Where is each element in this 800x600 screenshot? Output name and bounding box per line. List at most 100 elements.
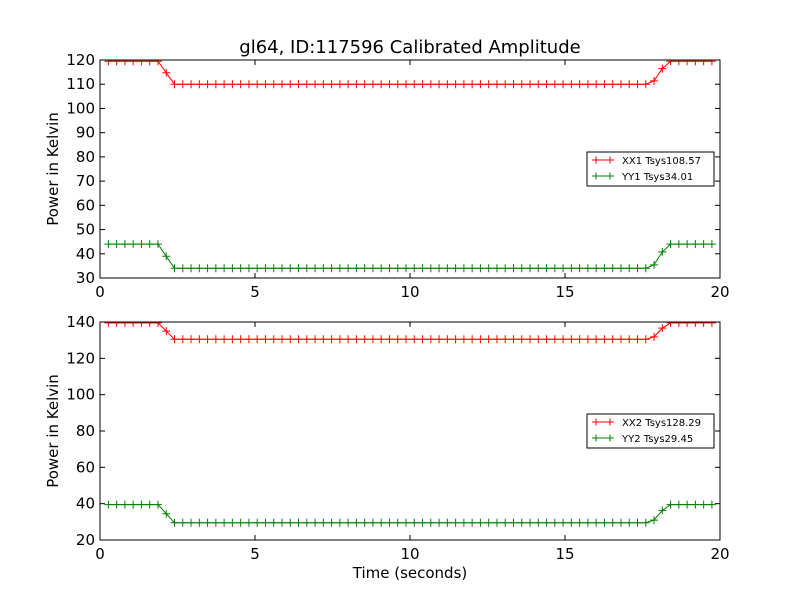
data-point	[244, 518, 253, 527]
top-panel: gl64, ID:117596 Calibrated Amplitude Pow…	[44, 37, 730, 301]
data-point	[459, 518, 468, 527]
data-point	[368, 518, 377, 527]
data-point	[277, 264, 286, 273]
data-point	[220, 264, 229, 273]
data-point	[583, 335, 592, 344]
data-point	[294, 80, 303, 89]
data-point	[137, 240, 146, 249]
data-point	[327, 335, 336, 344]
data-point	[286, 518, 295, 527]
data-point	[410, 335, 419, 344]
legend-marker	[592, 434, 600, 442]
data-point	[608, 518, 617, 527]
data-point	[699, 322, 708, 327]
data-point	[393, 80, 402, 89]
data-point	[253, 518, 262, 527]
data-point	[517, 80, 526, 89]
data-point	[203, 264, 212, 273]
data-point	[443, 264, 452, 273]
data-point	[625, 80, 634, 89]
data-point	[459, 264, 468, 273]
data-point	[178, 335, 187, 344]
x-tick-label: 5	[250, 283, 260, 301]
data-point	[534, 264, 543, 273]
legend-marker	[592, 172, 600, 180]
data-point	[550, 80, 559, 89]
data-point	[484, 80, 493, 89]
data-point	[608, 335, 617, 344]
data-point	[501, 335, 510, 344]
x-axis-label: Time (seconds)	[352, 564, 468, 582]
x-tick-label: 10	[400, 545, 419, 563]
data-point	[666, 240, 675, 249]
data-point	[402, 518, 411, 527]
data-point	[319, 80, 328, 89]
data-point	[674, 60, 683, 66]
data-point	[492, 80, 501, 89]
data-point	[509, 518, 518, 527]
y-tick-label: 60	[76, 458, 95, 476]
data-point	[625, 518, 634, 527]
data-point	[542, 80, 551, 89]
data-point	[145, 240, 154, 249]
data-point	[476, 335, 485, 344]
data-point	[633, 80, 642, 89]
data-point	[683, 240, 692, 249]
legend-marker	[592, 156, 600, 164]
data-point	[335, 518, 344, 527]
data-point	[567, 264, 576, 273]
data-point	[211, 80, 220, 89]
data-point	[104, 500, 113, 509]
data-point	[683, 60, 692, 66]
data-point	[517, 335, 526, 344]
data-point	[162, 509, 171, 518]
data-point	[352, 335, 361, 344]
data-point	[327, 80, 336, 89]
data-point	[311, 264, 320, 273]
data-point	[385, 335, 394, 344]
data-point	[633, 335, 642, 344]
data-point	[228, 518, 237, 527]
data-point	[600, 264, 609, 273]
plot-area: 0 5 10 15 20 30 40 50 60 70 80 90 100 110 120 XX1 Tsys1…	[66, 51, 729, 301]
data-point	[112, 240, 121, 249]
data-point	[360, 264, 369, 273]
data-point	[162, 327, 171, 336]
data-point	[559, 80, 568, 89]
data-point	[261, 335, 270, 344]
data-point	[352, 518, 361, 527]
data-point	[592, 264, 601, 273]
data-point	[211, 518, 220, 527]
data-point	[302, 518, 311, 527]
data-point	[385, 518, 394, 527]
data-point	[269, 335, 278, 344]
y-tick-label: 70	[76, 172, 95, 190]
data-point	[302, 335, 311, 344]
data-point	[104, 322, 113, 327]
data-point	[344, 518, 353, 527]
data-point	[426, 264, 435, 273]
data-point	[344, 80, 353, 89]
data-point	[228, 80, 237, 89]
data-point	[344, 335, 353, 344]
data-point	[418, 264, 427, 273]
x-tick-label: 10	[400, 283, 419, 301]
data-point	[650, 76, 659, 85]
data-point	[236, 518, 245, 527]
data-point	[641, 335, 650, 344]
data-point	[443, 80, 452, 89]
data-point	[592, 518, 601, 527]
data-point	[426, 335, 435, 344]
data-point	[534, 80, 543, 89]
data-point	[120, 240, 129, 249]
data-point	[459, 335, 468, 344]
data-point	[211, 264, 220, 273]
y-tick-label: 120	[66, 51, 95, 69]
data-point	[352, 80, 361, 89]
data-point	[393, 264, 402, 273]
chart-title: gl64, ID:117596 Calibrated Amplitude	[239, 37, 580, 58]
data-point	[153, 500, 162, 509]
data-point	[674, 240, 683, 249]
data-point	[170, 264, 179, 273]
data-point	[451, 264, 460, 273]
